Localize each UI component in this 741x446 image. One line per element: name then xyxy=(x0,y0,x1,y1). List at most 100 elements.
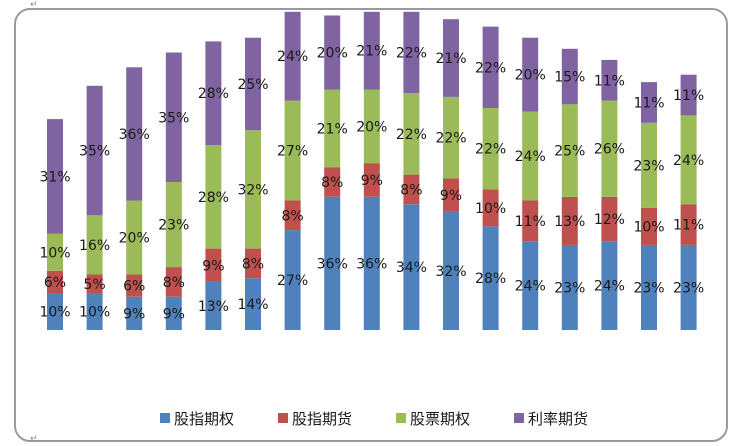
data-label: 9% xyxy=(163,306,185,322)
bar-segment xyxy=(363,11,380,90)
data-label: 8% xyxy=(400,182,422,198)
bar-segment xyxy=(641,122,657,208)
data-label: 27% xyxy=(277,144,308,160)
bar-segment xyxy=(601,196,618,242)
legend-swatch xyxy=(396,413,406,423)
bar-segment xyxy=(86,215,103,275)
bar-segment xyxy=(443,19,459,97)
data-label: 9% xyxy=(361,173,383,189)
paragraph-mark-bottom: ↵ xyxy=(30,434,38,444)
data-label: 10% xyxy=(79,305,110,321)
data-label: 20% xyxy=(317,46,348,62)
data-label: 11% xyxy=(633,95,664,111)
data-label: 36% xyxy=(356,256,387,272)
bar-segment xyxy=(403,93,420,175)
data-label: 23% xyxy=(633,158,664,174)
data-label: 22% xyxy=(396,127,427,143)
data-label: 5% xyxy=(83,277,105,293)
bar-segment xyxy=(641,244,657,330)
bar-segment xyxy=(245,37,261,131)
data-label: 23% xyxy=(633,280,664,296)
bar-segment xyxy=(363,196,380,330)
data-label: 8% xyxy=(242,256,264,272)
bar-segment xyxy=(482,226,499,330)
bar-segment xyxy=(522,241,539,330)
data-label: 21% xyxy=(317,121,348,137)
data-label: 36% xyxy=(317,256,348,272)
data-label: 22% xyxy=(435,131,466,147)
legend-swatch xyxy=(278,413,288,423)
data-label: 23% xyxy=(554,280,585,296)
data-label: 24% xyxy=(515,149,546,165)
data-label: 10% xyxy=(633,219,664,235)
bar-segment xyxy=(680,244,697,330)
data-label: 20% xyxy=(356,120,387,136)
data-label: 21% xyxy=(435,51,466,67)
bar-segment xyxy=(561,104,578,197)
data-label: 20% xyxy=(515,68,546,84)
bar-segment xyxy=(324,15,341,90)
data-label: 16% xyxy=(79,238,110,254)
data-label: 9% xyxy=(123,306,145,322)
bar-segment xyxy=(443,211,459,330)
bar-segment xyxy=(245,130,261,249)
bar-segment xyxy=(205,41,222,145)
bar-segment xyxy=(205,281,222,330)
bar-segment xyxy=(482,108,499,190)
bar-segment xyxy=(86,274,103,293)
data-label: 22% xyxy=(475,142,506,158)
data-label: 24% xyxy=(594,279,625,295)
data-label: 11% xyxy=(673,218,704,234)
bar-segment xyxy=(47,119,63,234)
data-label: 24% xyxy=(277,49,308,65)
data-label: 11% xyxy=(673,88,704,104)
data-label: 15% xyxy=(554,70,585,86)
bar-segment xyxy=(205,145,222,249)
bar-segment xyxy=(482,189,499,227)
bar-segment xyxy=(601,100,618,197)
bar-segment xyxy=(284,100,301,201)
data-label: 32% xyxy=(237,182,268,198)
bar-segment xyxy=(245,248,261,279)
bar-segment xyxy=(47,233,63,271)
bar-segment xyxy=(482,26,499,109)
data-label: 21% xyxy=(356,44,387,60)
bar-segment xyxy=(561,48,578,105)
bar-segment xyxy=(561,244,578,330)
bar-segment xyxy=(165,52,182,182)
data-label: 9% xyxy=(202,258,224,274)
bar-segment xyxy=(165,267,182,297)
bar-segment xyxy=(443,96,459,179)
bar-segment xyxy=(443,178,459,212)
data-label: 31% xyxy=(39,169,70,185)
data-label: 8% xyxy=(281,208,303,224)
data-label: 10% xyxy=(475,201,506,217)
data-label: 23% xyxy=(158,218,189,234)
data-label: 12% xyxy=(594,212,625,228)
bar-segment xyxy=(641,207,657,245)
data-label: 23% xyxy=(673,280,704,296)
data-label: 35% xyxy=(79,144,110,160)
legend-label: 股票期权 xyxy=(410,410,470,428)
data-label: 10% xyxy=(39,305,70,321)
legend-swatch xyxy=(160,413,170,423)
data-label: 25% xyxy=(237,77,268,93)
data-label: 6% xyxy=(44,275,66,291)
bar-segment xyxy=(126,274,143,297)
bar-segment xyxy=(601,241,618,330)
bar-segment xyxy=(165,182,182,268)
bar-segment xyxy=(522,200,539,242)
data-label: 13% xyxy=(198,299,229,315)
data-label: 8% xyxy=(321,175,343,191)
data-label: 10% xyxy=(39,245,70,261)
bar-segment xyxy=(205,248,222,282)
bar-segment xyxy=(363,89,380,164)
bar-segment xyxy=(86,85,103,216)
bar-segment xyxy=(561,196,578,245)
bar-segment xyxy=(126,296,143,330)
data-label: 28% xyxy=(198,190,229,206)
bar-segment xyxy=(324,89,341,168)
bar-segment xyxy=(47,293,63,330)
bar-segment xyxy=(680,115,697,205)
